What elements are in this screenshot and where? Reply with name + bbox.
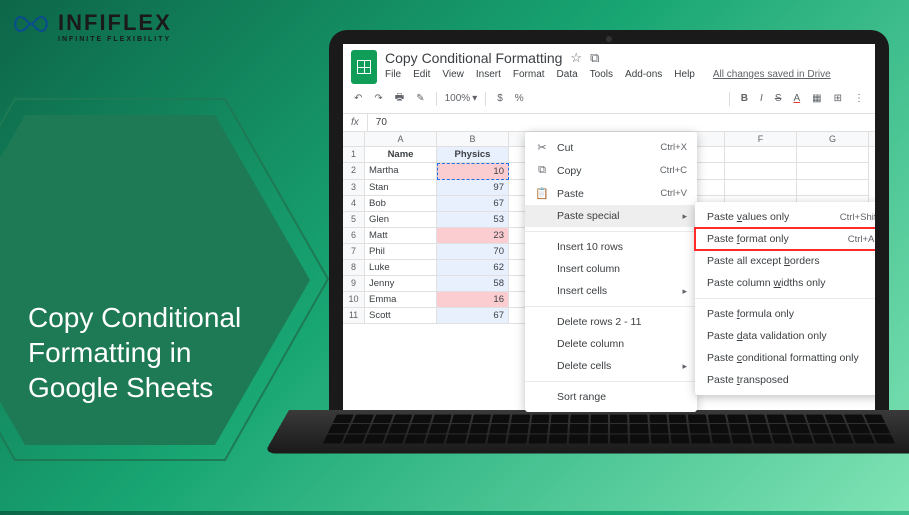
menu-file[interactable]: File xyxy=(385,69,401,80)
menu-format[interactable]: Format xyxy=(513,69,545,80)
cm-paste[interactable]: 📋PasteCtrl+V xyxy=(525,182,697,205)
sm-paste-values[interactable]: Paste values onlyCtrl+Shift+V xyxy=(695,206,875,228)
menu-insert[interactable]: Insert xyxy=(476,69,501,80)
camera-dot xyxy=(606,36,612,42)
col-header[interactable]: G xyxy=(797,132,869,146)
formula-bar: fx 70 xyxy=(343,114,875,132)
col-header[interactable]: F xyxy=(725,132,797,146)
cm-delete-rows[interactable]: Delete rows 2 - 11 xyxy=(525,311,697,333)
sm-paste-format[interactable]: Paste format onlyCtrl+Alt+V xyxy=(695,228,875,250)
infinity-icon xyxy=(10,10,52,43)
paint-format-icon[interactable]: ✎ xyxy=(413,91,427,106)
cm-insert-column[interactable]: Insert column xyxy=(525,258,697,280)
menu-bar: File Edit View Insert Format Data Tools … xyxy=(385,69,867,80)
zoom-select[interactable]: 100% ▾ xyxy=(445,93,478,104)
page-headline: Copy ConditionalFormatting inGoogle Shee… xyxy=(28,300,241,405)
currency-icon[interactable]: $ xyxy=(494,91,506,106)
print-icon[interactable]: 🖶 xyxy=(392,88,407,109)
sm-paste-transposed[interactable]: Paste transposed xyxy=(695,369,875,391)
brand-logo: INFIFLEX INFINITE FLEXIBILITY xyxy=(10,10,172,43)
cm-paste-special[interactable]: Paste special▸ xyxy=(525,205,697,227)
menu-edit[interactable]: Edit xyxy=(413,69,430,80)
menu-addons[interactable]: Add-ons xyxy=(625,69,662,80)
col-header[interactable]: B xyxy=(437,132,509,146)
star-icon[interactable]: ☆ xyxy=(570,50,582,66)
bold-icon[interactable]: B xyxy=(738,91,751,106)
menu-help[interactable]: Help xyxy=(674,69,695,80)
cm-insert-rows[interactable]: Insert 10 rows xyxy=(525,236,697,258)
laptop-keyboard xyxy=(264,410,909,453)
strikethrough-icon[interactable]: S xyxy=(772,91,785,106)
brand-name: INFIFLEX xyxy=(58,10,172,36)
redo-icon[interactable]: ↷ xyxy=(371,91,385,106)
cm-copy[interactable]: ⧉CopyCtrl+C xyxy=(525,159,697,182)
borders-icon[interactable]: ⊞ xyxy=(831,91,845,106)
more-icon[interactable]: ⋮ xyxy=(851,91,867,106)
cm-delete-cells[interactable]: Delete cells▸ xyxy=(525,355,697,377)
save-status[interactable]: All changes saved in Drive xyxy=(713,69,831,80)
context-menu: ✂CutCtrl+X ⧉CopyCtrl+C 📋PasteCtrl+V Past… xyxy=(525,132,697,412)
brand-tagline: INFINITE FLEXIBILITY xyxy=(58,36,172,43)
sm-paste-column-widths[interactable]: Paste column widths only xyxy=(695,272,875,294)
col-header[interactable]: A xyxy=(365,132,437,146)
menu-data[interactable]: Data xyxy=(557,69,578,80)
sm-paste-except-borders[interactable]: Paste all except borders xyxy=(695,250,875,272)
cm-delete-column[interactable]: Delete column xyxy=(525,333,697,355)
fill-color-icon[interactable]: ▦ xyxy=(809,91,824,106)
menu-view[interactable]: View xyxy=(442,69,464,80)
document-title[interactable]: Copy Conditional Formatting xyxy=(385,50,562,66)
text-color-icon[interactable]: A xyxy=(790,91,803,106)
menu-tools[interactable]: Tools xyxy=(590,69,613,80)
percent-icon[interactable]: % xyxy=(512,91,527,106)
paste-special-submenu: Paste values onlyCtrl+Shift+V Paste form… xyxy=(695,202,875,395)
cm-cut[interactable]: ✂CutCtrl+X xyxy=(525,136,697,159)
sm-paste-formula[interactable]: Paste formula only xyxy=(695,303,875,325)
sm-paste-conditional-formatting[interactable]: Paste conditional formatting only xyxy=(695,347,875,369)
laptop-mockup: Copy Conditional Formatting ☆ ⧉ File Edi… xyxy=(289,30,909,490)
sheets-screenshot: Copy Conditional Formatting ☆ ⧉ File Edi… xyxy=(343,44,875,412)
toolbar: ↶ ↷ 🖶 ✎ 100% ▾ $ % B I S A ▦ ⊞ ⋮ xyxy=(343,84,875,114)
fx-value[interactable]: 70 xyxy=(368,114,395,131)
italic-icon[interactable]: I xyxy=(757,91,766,106)
cm-insert-cells[interactable]: Insert cells▸ xyxy=(525,280,697,302)
sheets-header: Copy Conditional Formatting ☆ ⧉ File Edi… xyxy=(343,44,875,84)
sm-paste-data-validation[interactable]: Paste data validation only xyxy=(695,325,875,347)
move-folder-icon[interactable]: ⧉ xyxy=(590,50,599,66)
cm-sort-range[interactable]: Sort range xyxy=(525,386,697,408)
hexagon-graphic xyxy=(0,55,360,515)
